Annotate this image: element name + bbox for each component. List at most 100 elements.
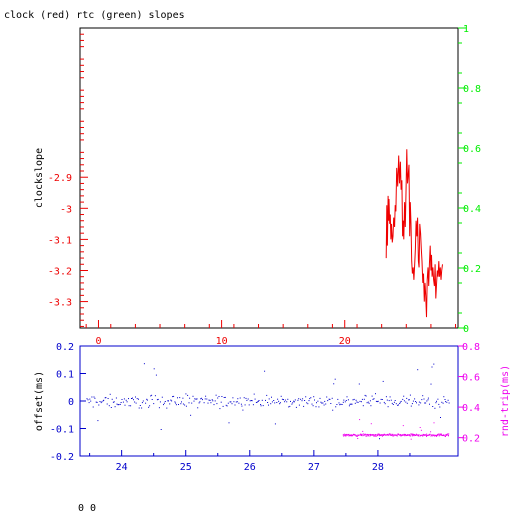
offset-point [375,400,377,402]
offset-point [98,404,100,406]
offset-point [196,398,198,400]
offset-point [206,398,208,400]
offset-point [311,403,313,405]
roundtrip-point [433,422,435,424]
roundtrip-point [431,434,433,436]
roundtrip-point [437,433,439,435]
roundtrip-point [364,434,365,436]
roundtrip-point [413,434,415,436]
offset-point [222,405,224,407]
roundtrip-point [403,434,405,436]
top-left-y-tick-label: -3.3 [48,298,72,309]
offset-point [204,398,206,400]
offset-point [242,409,244,411]
offset-point [151,399,153,400]
roundtrip-point [383,434,384,436]
offset-point [436,400,437,402]
roundtrip-point [350,434,352,436]
bottom-right-y-tick-label: 0.4 [462,403,480,414]
offset-point [148,406,150,408]
offset-point [381,399,383,400]
offset-point [369,400,371,402]
offset-point [429,403,430,405]
offset-point [322,402,324,404]
offset-point [399,403,401,404]
offset-point [279,403,281,405]
bottom-x-tick-label: 26 [244,462,256,473]
offset-point [432,406,434,407]
offset-point [268,398,270,400]
roundtrip-point [380,435,382,437]
roundtrip-point [358,434,360,436]
offset-point [314,399,315,401]
roundtrip-point [410,434,412,436]
offset-point [358,383,360,385]
roundtrip-point [429,433,431,435]
offset-point [160,429,162,430]
offset-point [268,404,269,406]
offset-point [370,405,372,407]
offset-point [97,420,99,422]
offset-point [302,398,304,400]
roundtrip-point [434,434,436,436]
roundtrip-point [430,435,432,437]
roundtrip-point [370,423,372,425]
roundtrip-point [373,435,375,437]
roundtrip-point [368,434,370,435]
roundtrip-point [443,435,444,436]
offset-point [153,403,155,405]
roundtrip-point [370,434,372,435]
roundtrip-point [373,434,375,436]
offset-point [307,403,309,405]
roundtrip-point [377,434,379,436]
offset-point [120,402,122,403]
roundtrip-point [404,435,406,437]
roundtrip-point [349,434,351,436]
offset-point [245,397,247,399]
offset-point [229,401,231,403]
offset-point [300,398,302,400]
roundtrip-point [422,435,424,437]
offset-point [350,403,352,405]
offset-point [312,405,314,407]
roundtrip-point [439,433,441,435]
roundtrip-point [353,433,355,435]
roundtrip-point [419,435,421,437]
offset-point [385,396,387,398]
offset-point [305,396,307,398]
offset-point [417,369,419,371]
offset-point [418,404,420,406]
offset-point [215,394,217,396]
offset-point [415,401,417,402]
offset-point [163,404,164,406]
offset-point [117,404,119,406]
offset-point [276,402,278,403]
roundtrip-point [355,435,357,437]
roundtrip-point [409,435,411,437]
offset-point [409,394,411,396]
bottom-right-y-tick-label: 0.6 [462,373,480,384]
bottom-x-tick-label: 27 [308,462,320,473]
roundtrip-point [411,434,413,436]
offset-point [257,400,259,402]
offset-point [114,406,116,408]
roundtrip-point [360,434,362,436]
offset-point [433,363,435,365]
offset-point [321,402,323,404]
offset-point [440,417,441,418]
offset-point [345,400,347,401]
top-right-y-tick-label: 0.6 [463,144,481,155]
offset-point [153,368,155,370]
offset-point [425,402,427,404]
footer-text: 0 0 [78,503,96,512]
offset-point [213,404,215,406]
offset-point [217,397,219,399]
offset-point [233,401,235,403]
roundtrip-point [348,433,350,435]
offset-point [193,400,195,402]
top-plot-area: 0 10 20 -2.9 -3 -3.1 -3.2 -3.3 0 0.2 0.4 0.6 0.8 1 [48,24,481,347]
offset-point [258,400,260,401]
offset-point [383,401,385,403]
roundtrip-point [413,434,415,435]
roundtrip-point [433,434,435,436]
